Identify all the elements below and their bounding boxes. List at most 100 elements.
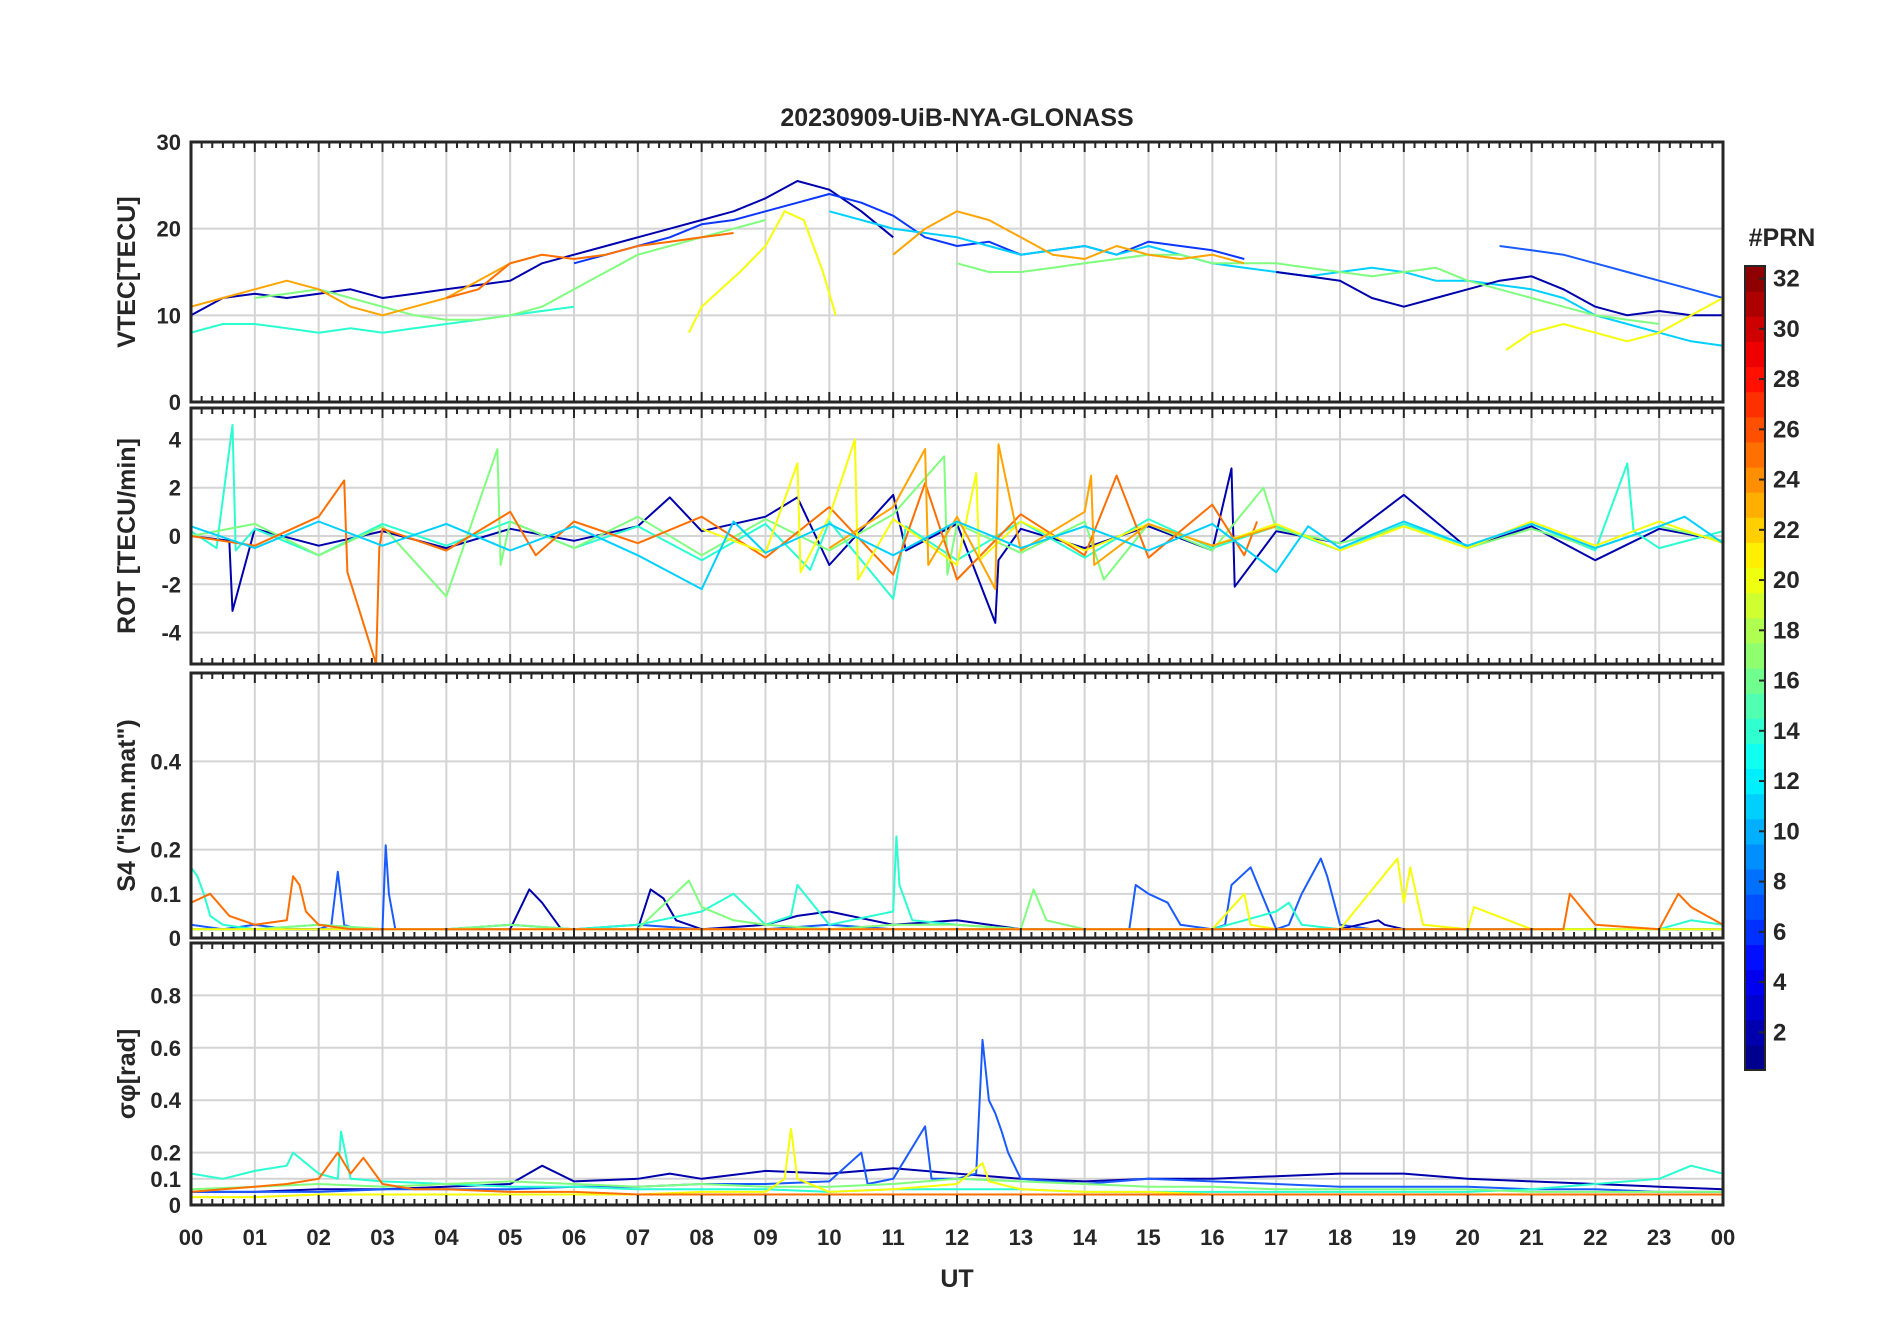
- panel-4: 00.10.2 0.4 0.6 0.8 σφ[rad]: [113, 941, 1725, 1218]
- chart-title: 20230909-UiB-NYA-GLONASS: [780, 104, 1133, 132]
- panel-2-ticks: [190, 408, 1724, 664]
- colorbar-cell: [1745, 617, 1765, 644]
- panel-1-series-9: [1276, 271, 1723, 317]
- y-tick-label: 0.4: [150, 749, 181, 774]
- colorbar-cells: [1745, 266, 1765, 1071]
- colorbar-tick-label: 28: [1773, 366, 1800, 393]
- panel-1-series: [191, 180, 1723, 351]
- panel-1-grid: [190, 141, 1724, 403]
- colorbar-tick-label: 22: [1773, 517, 1800, 544]
- panel-1-series-10: [1499, 245, 1723, 299]
- x-tick-label: 07: [626, 1225, 650, 1250]
- y-tick-label: 2: [169, 476, 181, 501]
- y-tick-label: 0.4: [150, 1088, 181, 1113]
- panel-1-series-6: [191, 253, 543, 317]
- colorbar-cell: [1745, 793, 1765, 820]
- colorbar-cell: [1745, 1019, 1765, 1046]
- x-tick-label: 16: [1200, 1225, 1224, 1250]
- x-tick-label: 15: [1136, 1225, 1160, 1250]
- y-tick-label: 0: [169, 524, 181, 549]
- panel-3-ticks: [190, 673, 1724, 938]
- panel-1-series-13: [892, 210, 1245, 265]
- panel-2-series-7: [191, 515, 1723, 591]
- x-tick-label: 23: [1647, 1225, 1671, 1250]
- colorbar-cell: [1745, 542, 1765, 569]
- x-tick-label: 20: [1455, 1225, 1479, 1250]
- panel-4-y-label: σφ[rad]: [113, 1029, 141, 1120]
- panel-3-series-2: [191, 888, 1723, 931]
- y-tick-label: 30: [157, 130, 181, 155]
- panel-1-series-12: [956, 253, 1660, 325]
- colorbar-cell: [1745, 341, 1765, 368]
- panel-1-series-1: [191, 180, 894, 317]
- colorbar-tick-label: 4: [1773, 969, 1787, 996]
- x-tick-label: 04: [434, 1225, 459, 1250]
- colorbar-cell: [1745, 567, 1765, 594]
- panel-1-series-5: [688, 210, 837, 334]
- colorbar-cell: [1745, 668, 1765, 694]
- x-tick-label: 02: [306, 1225, 330, 1250]
- colorbar-cell: [1745, 969, 1765, 996]
- colorbar-cell: [1745, 843, 1765, 870]
- colorbar-frame: [1744, 265, 1766, 1071]
- panel-1-series-7: [446, 232, 734, 299]
- colorbar-cell: [1745, 693, 1765, 719]
- colorbar-cell: [1745, 467, 1765, 493]
- panel-3-grid: [190, 673, 1724, 939]
- colorbar-tick-label: 16: [1773, 668, 1800, 695]
- colorbar-tick-label: 10: [1773, 818, 1800, 845]
- colorbar-cell: [1745, 944, 1765, 971]
- y-tick-label: -4: [161, 621, 181, 646]
- x-tick-label: 09: [753, 1225, 777, 1250]
- x-tick-label: 13: [1009, 1225, 1033, 1250]
- y-tick-label: 0: [169, 926, 181, 951]
- x-tick-label: 01: [243, 1225, 267, 1250]
- panel-4-ticks: [190, 943, 1724, 1205]
- colorbar-cell: [1745, 441, 1765, 468]
- panel-2-series-4: [191, 474, 1258, 664]
- colorbar-tick-label: 30: [1773, 316, 1800, 343]
- x-tick-label: 03: [370, 1225, 394, 1250]
- colorbar-cell: [1745, 768, 1765, 795]
- panel-4-series-4: [191, 1177, 1723, 1193]
- colorbar-tick-label: 18: [1773, 617, 1800, 644]
- colorbar-tick-label: 14: [1773, 718, 1800, 745]
- y-tick-label: 4: [169, 427, 182, 452]
- x-tick-label: 19: [1392, 1225, 1416, 1250]
- colorbar-label: #PRN: [1749, 224, 1816, 252]
- panel-2-series: [191, 423, 1723, 664]
- colorbar-cell: [1745, 869, 1765, 895]
- colorbar-cell: [1745, 366, 1765, 393]
- panel-2: -4 -2 0 2 4 ROT [TECU/min]: [113, 406, 1725, 666]
- panel-2-y-label: ROT [TECU/min]: [113, 438, 141, 634]
- colorbar-cell: [1745, 416, 1765, 443]
- panel-1: 0 10 20 30 VTEC[TECU]: [113, 130, 1725, 415]
- colorbar-cell: [1745, 994, 1765, 1021]
- y-tick-label: 0.2: [150, 838, 181, 863]
- colorbar-cell: [1745, 894, 1765, 920]
- colorbar-tick-label: 2: [1773, 1019, 1786, 1046]
- colorbar-cell: [1745, 517, 1765, 543]
- panel-1-ticks: [190, 142, 1724, 402]
- x-tick-label: 11: [882, 1225, 905, 1250]
- x-tick-label: 22: [1583, 1225, 1607, 1250]
- colorbar-cell: [1745, 592, 1765, 619]
- panel-1-series-2: [573, 193, 1245, 265]
- colorbar-cell: [1745, 743, 1765, 770]
- x-tick-labels: 00 01 02 03 04 05 06 07 08 09 10 11 12 13 14 15 16 17 18 19…: [179, 1225, 1735, 1250]
- y-tick-label: 0.6: [150, 1036, 181, 1061]
- colorbar-cell: [1745, 642, 1765, 669]
- x-tick-label: 06: [562, 1225, 586, 1250]
- panel-3-series-6: [191, 875, 1723, 931]
- panel-3-y-label: S4 ("ism.mat"): [113, 719, 141, 891]
- x-tick-label: 08: [689, 1225, 713, 1250]
- panel-4-grid: [190, 943, 1724, 1206]
- x-tick-label: 14: [1072, 1225, 1097, 1250]
- y-tick-label: 0.1: [150, 1167, 181, 1192]
- x-tick-label: 18: [1328, 1225, 1352, 1250]
- y-tick-label: 0: [169, 390, 181, 415]
- colorbar-cell: [1745, 316, 1765, 342]
- colorbar-cell: [1745, 919, 1765, 945]
